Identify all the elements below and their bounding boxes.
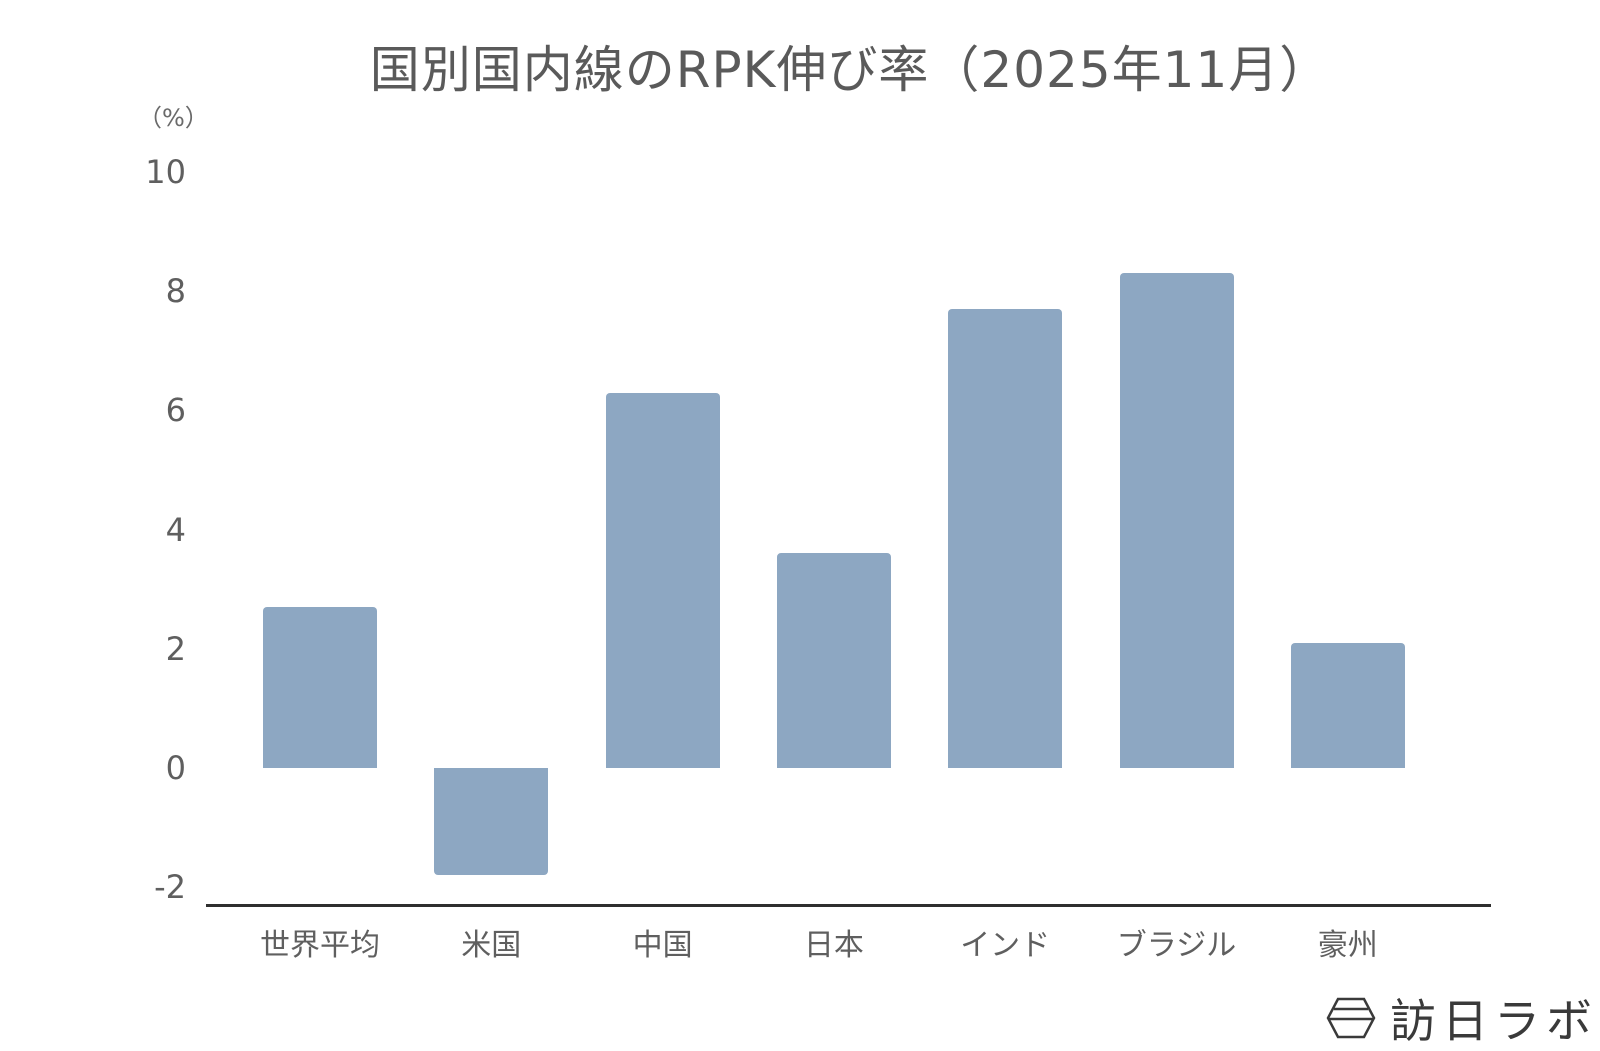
y-tick-label: 2: [165, 629, 186, 668]
bar: [1290, 642, 1405, 768]
y-tick-label: 10: [145, 153, 186, 191]
y-tick-label: 8: [165, 272, 186, 311]
bar: [263, 607, 377, 768]
bar: [776, 553, 891, 768]
bar: [948, 309, 1063, 768]
y-tick-label: -2: [154, 868, 186, 907]
y-axis-unit-label: （%）: [138, 104, 209, 132]
chart-title: 国別国内線のRPK伸び率（2025年11月）: [369, 41, 1331, 99]
hexagon-logo-icon: [1326, 997, 1376, 1039]
y-tick-label: 6: [165, 391, 186, 430]
x-tick-label: ブラジル: [1116, 928, 1237, 963]
x-tick-label: 日本: [803, 928, 864, 963]
y-tick-label: 4: [165, 510, 186, 549]
y-tick-label: 0: [165, 749, 186, 787]
x-tick-label: 豪州: [1317, 928, 1378, 963]
x-tick-label: 中国: [632, 928, 693, 963]
brand-name: 訪日ラボ: [1390, 994, 1598, 1048]
bar: [1119, 273, 1234, 768]
x-tick-label: 世界平均: [260, 928, 380, 963]
x-tick-label: インド: [960, 928, 1051, 963]
brand-logo: 訪日ラボ: [1326, 985, 1598, 1051]
bar: [434, 768, 549, 876]
bar: [605, 392, 720, 768]
x-axis-line: [206, 904, 1491, 907]
x-tick-label: 米国: [461, 928, 522, 963]
